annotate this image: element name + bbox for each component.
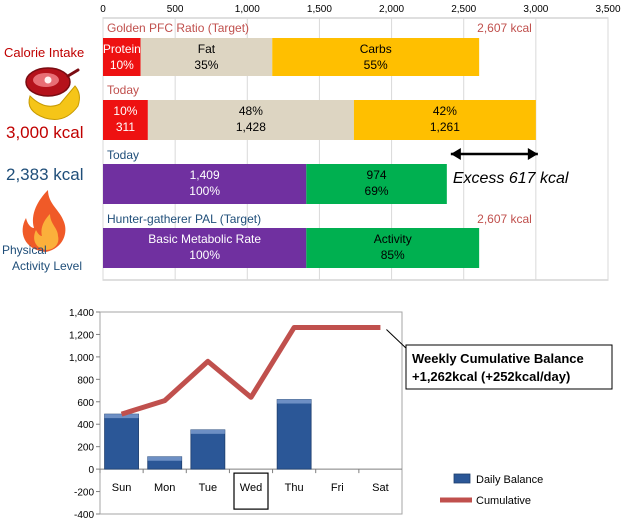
callout-line-1: Weekly Cumulative Balance	[412, 351, 584, 366]
segment-label: Activity	[374, 232, 412, 246]
legend-label-daily: Daily Balance	[476, 474, 543, 486]
calorie-intake-label: Calorie Intake	[4, 45, 84, 60]
stacked-bar-segment	[353, 100, 536, 140]
daily-balance-bar-cap	[277, 399, 312, 404]
x-category-label: Fri	[331, 482, 344, 494]
segment-label: 10%	[113, 104, 137, 118]
daily-balance-bar-cap	[190, 429, 225, 434]
stacked-bar-segment	[306, 228, 480, 268]
segment-value-label: 311	[116, 120, 135, 134]
stacked-bar-segment	[103, 228, 307, 268]
y-tick-label: -400	[74, 510, 94, 521]
stacked-bar-segment	[103, 38, 141, 76]
top-x-tick-label: 500	[167, 4, 184, 15]
x-category-label: Wed	[240, 482, 262, 494]
y-tick-label: 800	[77, 375, 94, 386]
segment-value-label: 69%	[365, 184, 389, 198]
segment-label: Basic Metabolic Rate	[148, 232, 261, 246]
x-category-label: Thu	[285, 482, 304, 494]
cumulative-line	[120, 324, 381, 417]
y-tick-label: 1,400	[69, 308, 94, 319]
y-tick-label: 1,000	[69, 353, 94, 364]
daily-balance-bar	[276, 399, 312, 470]
highlighted-day-box	[233, 472, 269, 510]
daily-balance-bar	[190, 429, 226, 470]
y-tick-label: -200	[74, 488, 94, 499]
legend-swatch-daily	[453, 473, 471, 484]
stacked-bar-segment	[306, 164, 447, 204]
excess-arrow-head-right	[527, 148, 538, 160]
stacked-bar-segment	[140, 38, 273, 76]
y-tick-label: 200	[77, 443, 94, 454]
top-x-tick-label: 0	[100, 4, 106, 15]
row-label: Today	[107, 83, 139, 97]
segment-label: Protein	[103, 42, 141, 56]
top-x-tick-label: 3,000	[523, 4, 548, 15]
weekly-balance-chart: -400 -200 0 200 400 600 800 1,000 1,200 1,400 Sun M…	[69, 308, 613, 521]
segment-value-label: 100%	[189, 184, 220, 198]
segment-label: 974	[367, 168, 387, 182]
row-total-label: 2,607 kcal	[477, 212, 532, 226]
top-x-tick-label: 2,500	[451, 4, 476, 15]
excess-arrow-head-left	[450, 148, 461, 160]
legend-label-cumulative: Cumulative	[476, 495, 531, 507]
stacked-bar-segment	[103, 164, 307, 204]
segment-label: 42%	[433, 104, 457, 118]
y-tick-label: 400	[77, 420, 94, 431]
x-category-label: Sun	[112, 482, 132, 494]
segment-value-label: 100%	[189, 248, 220, 262]
segment-label: 1,409	[190, 168, 220, 182]
segment-value-label: 85%	[381, 248, 405, 262]
segment-value-label: 1,261	[430, 120, 460, 134]
daily-balance-bar-cap	[104, 414, 139, 419]
segment-value-label: 10%	[110, 58, 134, 72]
physical-label: Physical	[2, 243, 47, 257]
callout-line-2: +1,262kcal (+252kcal/day)	[412, 369, 570, 384]
segment-value-label: 1,428	[236, 120, 266, 134]
x-category-label: Mon	[154, 482, 175, 494]
callout-box	[405, 344, 613, 390]
y-tick-label: 1,200	[69, 330, 94, 341]
top-x-tick-label: 1,500	[307, 4, 332, 15]
segment-label: Fat	[198, 42, 216, 56]
segment-label: 48%	[239, 104, 263, 118]
y-tick-label: 600	[77, 398, 94, 409]
intake-value: 3,000 kcal	[6, 123, 84, 142]
segment-value-label: 35%	[194, 58, 218, 72]
row-label: Hunter-gatherer PAL (Target)	[107, 212, 261, 226]
daily-balance-bar	[104, 413, 139, 470]
segment-value-label: 55%	[364, 58, 388, 72]
row-label: Today	[107, 148, 139, 162]
top-x-tick-label: 1,000	[235, 4, 260, 15]
top-x-tick-label: 3,500	[595, 4, 620, 15]
top-x-tick-label: 2,000	[379, 4, 404, 15]
callout-leader	[386, 329, 409, 351]
stacked-bar-segment	[147, 100, 354, 140]
flame-icon	[22, 190, 66, 252]
x-category-label: Sat	[372, 482, 389, 494]
row-total-label: 2,607 kcal	[477, 21, 532, 35]
stacked-bar-segment	[272, 38, 480, 76]
burn-value: 2,383 kcal	[6, 165, 84, 184]
segment-label: Carbs	[360, 42, 392, 56]
activity-level-label: Activity Level	[12, 259, 82, 273]
excess-label: Excess 617 kcal	[453, 170, 569, 187]
stacked-bar-segment	[103, 100, 148, 140]
row-label: Golden PFC Ratio (Target)	[107, 21, 249, 35]
daily-balance-bar-cap	[147, 456, 182, 461]
x-category-label: Tue	[199, 482, 218, 494]
y-tick-label: 0	[88, 465, 94, 476]
meat-and-banana-icon	[25, 67, 80, 120]
pfc-and-pal-chart: 0 500 1,000 1,500 2,000 2,500 3,000 3,500 Golden…	[100, 4, 621, 281]
